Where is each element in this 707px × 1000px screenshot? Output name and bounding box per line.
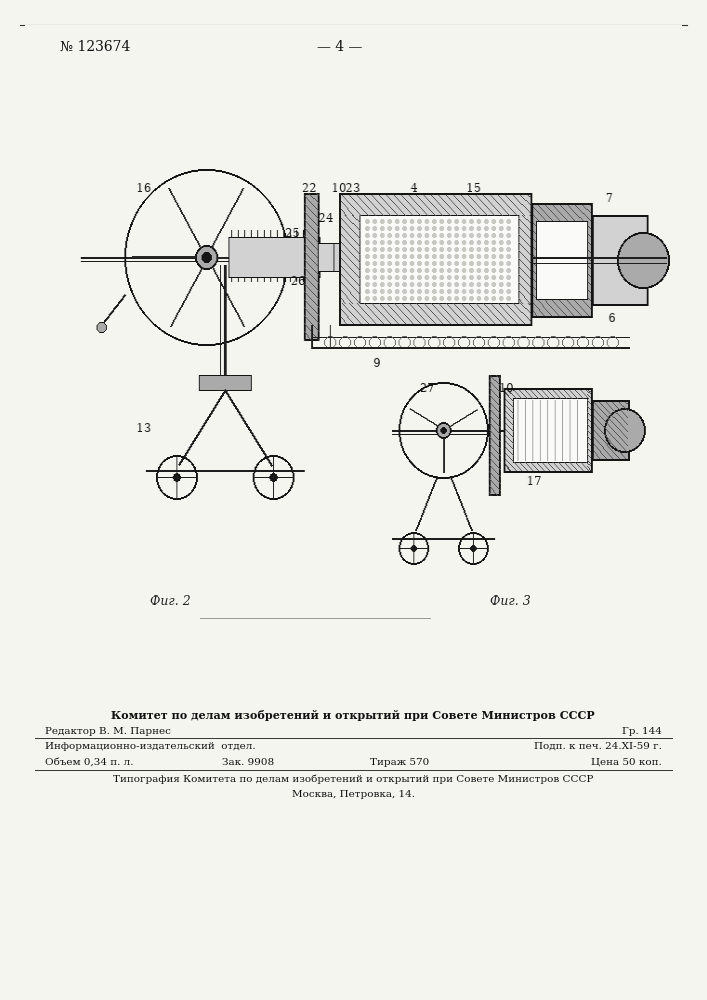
Text: Типография Комитета по делам изобретений и открытий при Совете Министров СССР: Типография Комитета по делам изобретений… (113, 774, 593, 784)
Text: Информационно-издательский  отдел.: Информационно-издательский отдел. (45, 742, 256, 751)
Text: № 123674: № 123674 (60, 40, 130, 54)
Text: Объем 0,34 п. л.: Объем 0,34 п. л. (45, 758, 134, 767)
Text: Подп. к печ. 24.XI-59 г.: Подп. к печ. 24.XI-59 г. (534, 742, 662, 751)
Text: Москва, Петровка, 14.: Москва, Петровка, 14. (291, 790, 414, 799)
Text: — 4 —: — 4 — (317, 40, 363, 54)
Text: Цена 50 коп.: Цена 50 коп. (591, 758, 662, 767)
Text: Редактор В. М. Парнес: Редактор В. М. Парнес (45, 727, 171, 736)
Text: Зак. 9908: Зак. 9908 (222, 758, 274, 767)
Text: Гр. 144: Гр. 144 (622, 727, 662, 736)
Text: Комитет по делам изобретений и открытий при Совете Министров СССР: Комитет по делам изобретений и открытий … (111, 710, 595, 721)
Text: Фиг. 3: Фиг. 3 (490, 595, 530, 608)
Text: Тираж 570: Тираж 570 (370, 758, 430, 767)
Text: Фиг. 2: Фиг. 2 (150, 595, 190, 608)
